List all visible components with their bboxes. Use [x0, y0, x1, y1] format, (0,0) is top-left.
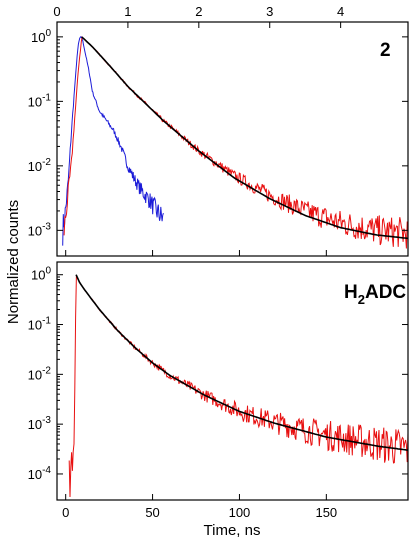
- top-series-group: [62, 35, 409, 249]
- panel-bottom: 100 10-1 10-2 10-3 10-4 0 50 100 150 H2ADC: [28, 250, 409, 520]
- top-x-tick-label: 0: [53, 4, 60, 19]
- bottom-series-group: [68, 274, 409, 498]
- y-tick-label: 10-1: [28, 92, 52, 109]
- x-tick-label: 100: [229, 505, 251, 520]
- top-y-axis-ticks: 100 10-1 10-2 10-3: [28, 28, 408, 238]
- y-tick-label: 10-3: [28, 221, 52, 238]
- top-panel-label: 2: [380, 40, 391, 61]
- top-x-tick-label: 4: [337, 4, 344, 19]
- bottom-panel-label-rest: ADC: [365, 282, 406, 303]
- top-x-tick-label: 2: [195, 4, 202, 19]
- top-panel-frame: [56, 21, 409, 257]
- y-tick-label: 10-3: [28, 415, 52, 432]
- y-tick-label: 10-4: [28, 465, 52, 482]
- x-tick-label: 150: [315, 505, 337, 520]
- top-x-tick-label: 3: [266, 4, 273, 19]
- x-tick-label: 50: [145, 505, 159, 520]
- x-axis-label: Time, ns: [204, 522, 261, 539]
- fit-series-line: [75, 274, 409, 451]
- fit-series-line: [81, 36, 409, 240]
- decay-series-line: [68, 275, 409, 498]
- bottom-panel-label-sub: 2: [358, 292, 365, 307]
- irf-series-line: [62, 35, 164, 246]
- bottom-panel-frame: [56, 261, 409, 501]
- y-tick-label: 10-2: [28, 365, 52, 382]
- decay-series-line: [63, 36, 409, 249]
- bottom-panel-label: H2ADC: [344, 282, 406, 307]
- y-tick-label: 100: [31, 28, 51, 45]
- bottom-y-axis-ticks: 100 10-1 10-2 10-3 10-4: [28, 266, 408, 482]
- y-tick-label: 10-1: [28, 316, 52, 333]
- x-tick-label: 0: [62, 505, 69, 520]
- y-axis-label: Normalized counts: [5, 200, 22, 324]
- top-x-axis-ticks: 0 1 2 3 4: [53, 4, 344, 28]
- top-x-tick-label: 1: [124, 4, 131, 19]
- bottom-panel-label-main: H: [344, 282, 358, 303]
- y-tick-label: 10-2: [28, 157, 52, 174]
- bottom-x-axis-ticks: 0 50 100 150: [62, 250, 337, 520]
- y-tick-label: 100: [31, 266, 51, 283]
- panel-top: 100 10-1 10-2 10-3 2: [28, 21, 409, 257]
